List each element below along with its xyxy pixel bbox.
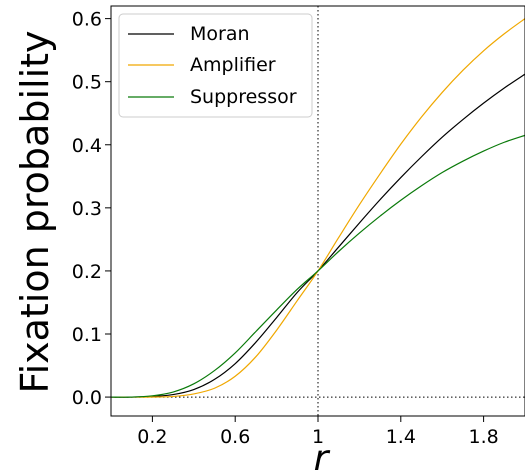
reference-lines — [111, 6, 525, 416]
x-axis-title: r — [314, 438, 331, 472]
series-line-suppressor — [110, 134, 525, 398]
y-axis: 0.0 0.1 0.2 0.3 0.4 0.5 0.6 — [72, 9, 111, 409]
y-axis-title: Fixation probability — [13, 30, 57, 393]
y-tick-label: 0.0 — [72, 387, 102, 409]
legend-label-amplifier: Amplifier — [190, 54, 276, 76]
legend-label-moran: Moran — [190, 23, 250, 45]
y-tick-label: 0.5 — [72, 72, 102, 94]
x-axis: 0.2 0.6 1 1.4 1.8 — [137, 416, 499, 448]
y-tick-label: 0.4 — [72, 135, 102, 157]
y-tick-label: 0.2 — [72, 261, 102, 283]
legend: Moran Amplifier Suppressor — [118, 13, 313, 118]
legend-label-suppressor: Suppressor — [190, 86, 297, 108]
y-tick-label: 0.6 — [72, 9, 102, 31]
x-tick-label: 0.2 — [137, 426, 167, 448]
legend-box — [118, 13, 313, 118]
series-layer — [110, 18, 525, 398]
x-tick-label: 1.8 — [468, 426, 498, 448]
x-tick-label: 1 — [312, 426, 324, 448]
x-tick-label: 1.4 — [386, 426, 416, 448]
y-tick-label: 0.1 — [72, 324, 102, 346]
x-tick-label: 0.6 — [220, 426, 250, 448]
y-tick-label: 0.3 — [72, 198, 102, 220]
